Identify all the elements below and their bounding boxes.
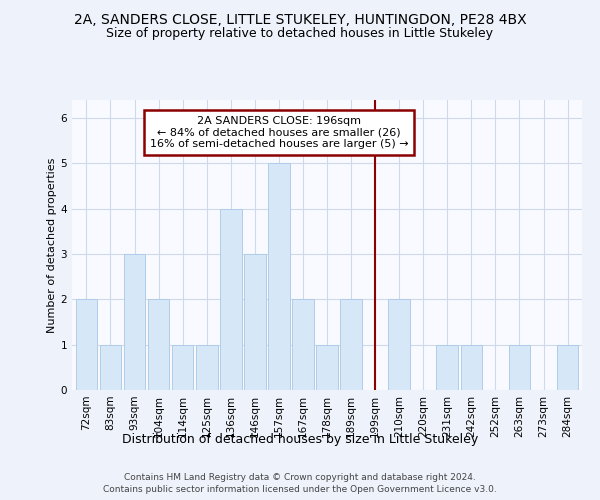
Bar (244, 254, 266, 390)
Y-axis label: Number of detached properties: Number of detached properties (47, 158, 57, 332)
Text: Size of property relative to detached houses in Little Stukeley: Size of property relative to detached ho… (107, 28, 493, 40)
Bar (268, 164, 290, 390)
Bar (76, 300, 97, 390)
Bar (557, 344, 578, 390)
Bar (100, 344, 121, 390)
Bar (124, 254, 145, 390)
Bar (436, 344, 458, 390)
Text: Contains HM Land Registry data © Crown copyright and database right 2024.: Contains HM Land Registry data © Crown c… (124, 472, 476, 482)
Bar (388, 300, 410, 390)
Bar (316, 344, 338, 390)
Text: Contains public sector information licensed under the Open Government Licence v3: Contains public sector information licen… (103, 485, 497, 494)
Text: Distribution of detached houses by size in Little Stukeley: Distribution of detached houses by size … (122, 432, 478, 446)
Text: 2A, SANDERS CLOSE, LITTLE STUKELEY, HUNTINGDON, PE28 4BX: 2A, SANDERS CLOSE, LITTLE STUKELEY, HUNT… (74, 12, 526, 26)
Bar (148, 300, 169, 390)
Bar (461, 344, 482, 390)
Bar (292, 300, 314, 390)
Bar (509, 344, 530, 390)
Text: 2A SANDERS CLOSE: 196sqm
← 84% of detached houses are smaller (26)
16% of semi-d: 2A SANDERS CLOSE: 196sqm ← 84% of detach… (149, 116, 408, 149)
Bar (196, 344, 218, 390)
Bar (220, 209, 242, 390)
Bar (172, 344, 193, 390)
Bar (340, 300, 362, 390)
